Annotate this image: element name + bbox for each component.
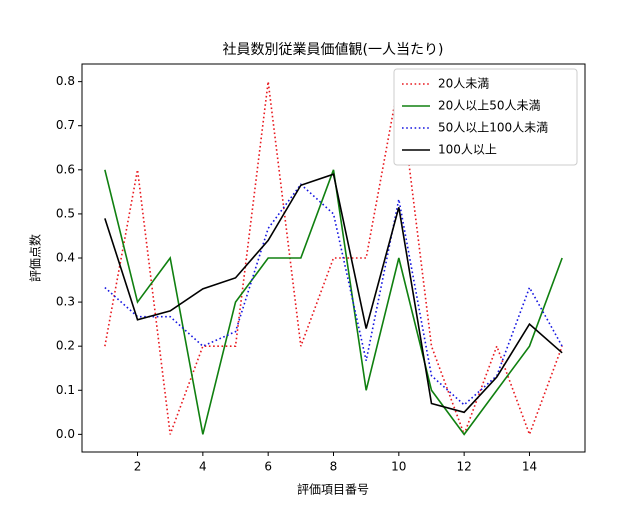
data-line (104, 183, 563, 406)
y-tick-label: 0.5 (56, 206, 75, 220)
y-tick-label: 0.8 (56, 74, 75, 88)
x-tick-label: 2 (134, 460, 142, 474)
x-tick-label: 14 (522, 460, 537, 474)
legend-label: 20人以上50人未満 (438, 99, 541, 113)
y-tick-label: 0.2 (56, 339, 75, 353)
legend-label: 50人以上100人未満 (438, 121, 548, 135)
legend-box (393, 68, 578, 166)
x-tick-label: 4 (199, 460, 207, 474)
data-line (104, 169, 563, 436)
x-tick-label: 12 (457, 460, 472, 474)
x-tick-label: 10 (391, 460, 406, 474)
x-tick-label: 6 (264, 460, 272, 474)
y-axis-label: 評価点数 (28, 234, 43, 282)
chart-title: 社員数別従業員価値観(一人当たり) (223, 41, 444, 58)
y-tick-label: 0.4 (56, 251, 75, 265)
legend-label: 20人未満 (438, 77, 489, 91)
y-tick-label: 0.1 (56, 383, 75, 397)
x-axis-label: 評価項目番号 (297, 482, 369, 497)
y-tick-label: 0.6 (56, 162, 75, 176)
data-line (104, 173, 563, 414)
legend-label: 100人以上 (438, 143, 497, 157)
y-tick-label: 0.3 (56, 295, 75, 309)
x-tick-label: 8 (330, 460, 338, 474)
y-tick-label: 0.0 (56, 427, 75, 441)
y-tick-label: 0.7 (56, 118, 75, 132)
